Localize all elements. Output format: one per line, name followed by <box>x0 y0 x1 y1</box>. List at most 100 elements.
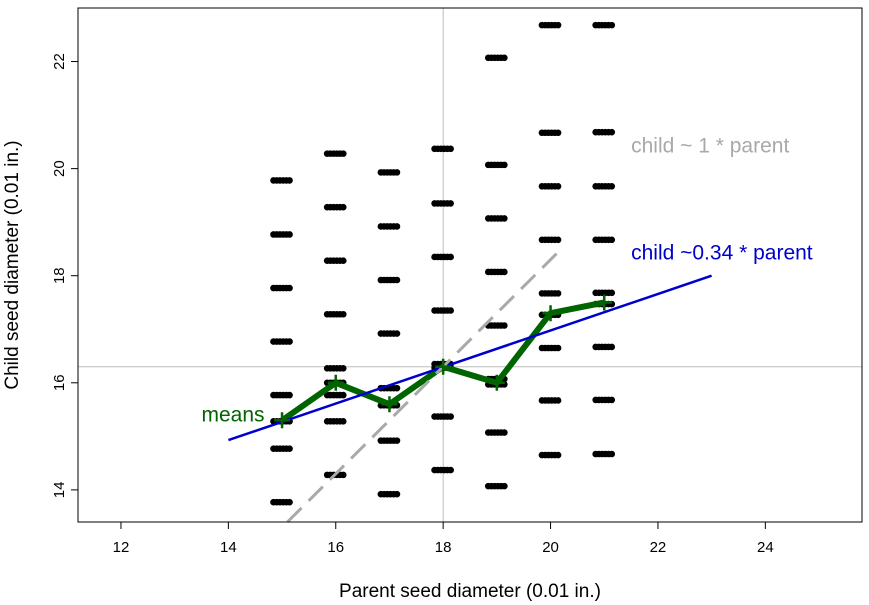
data-point <box>286 338 293 345</box>
y-tick-label: 20 <box>51 160 68 177</box>
data-point <box>286 498 293 506</box>
data-point-cluster <box>323 203 347 211</box>
mean-marker <box>381 396 398 413</box>
data-point-cluster <box>323 391 347 399</box>
data-point <box>339 471 347 479</box>
data-point-cluster <box>431 200 454 207</box>
data-point-cluster <box>377 223 401 230</box>
data-point <box>608 343 616 351</box>
data-point-cluster <box>538 21 562 29</box>
data-point <box>554 451 562 459</box>
data-point <box>608 396 616 404</box>
data-point <box>608 128 616 136</box>
data-point-cluster <box>270 338 293 345</box>
data-point <box>501 54 508 62</box>
regression-line <box>227 274 713 442</box>
mean-marker <box>327 374 344 391</box>
data-point-cluster <box>431 253 454 261</box>
mean-marker <box>542 305 559 322</box>
x-tick-label: 16 <box>327 539 344 556</box>
data-point <box>447 145 454 153</box>
data-point-cluster <box>431 145 454 153</box>
reference-lines <box>78 8 862 522</box>
data-point-cluster <box>592 21 616 29</box>
data-point <box>608 236 616 244</box>
data-point <box>554 129 562 137</box>
data-point-cluster <box>377 169 401 176</box>
y-tick-label: 16 <box>51 374 68 391</box>
data-point-cluster <box>592 396 616 404</box>
x-axis-title: Parent seed diameter (0.01 in.) <box>339 581 601 602</box>
data-point-cluster <box>323 310 347 318</box>
mean-marker <box>488 374 505 391</box>
x-tick-label: 14 <box>220 539 237 556</box>
data-point <box>286 284 293 292</box>
data-point-cluster <box>377 330 401 337</box>
x-axis: 12 14 16 18 20 22 24 <box>113 522 774 556</box>
data-point <box>501 429 508 436</box>
data-point-cluster <box>270 177 293 184</box>
data-point-cluster <box>538 290 562 297</box>
data-point <box>447 413 454 420</box>
identity-label: child ~ 1 * parent <box>631 135 789 158</box>
data-point <box>339 365 347 372</box>
data-point <box>447 200 454 207</box>
data-point-cluster <box>538 129 562 137</box>
x-tick-label: 24 <box>757 539 774 556</box>
data-point-cluster <box>592 182 616 190</box>
annotations: means child ~0.34 * parent child ~ 1 * par… <box>202 135 813 427</box>
data-point <box>286 445 293 452</box>
data-point-cluster <box>484 482 508 490</box>
data-point <box>339 418 347 425</box>
data-point-cluster <box>377 437 401 444</box>
identity-line <box>286 247 563 524</box>
data-point-cluster <box>270 445 293 452</box>
data-point-cluster <box>377 490 401 498</box>
data-point <box>501 215 508 222</box>
data-point <box>554 21 562 29</box>
data-point <box>393 437 401 444</box>
data-point <box>501 322 508 329</box>
data-point-cluster <box>323 150 347 157</box>
data-point-cluster <box>538 182 562 190</box>
data-point-cluster <box>484 161 508 169</box>
data-point-cluster <box>270 231 293 238</box>
data-point-cluster <box>270 284 293 292</box>
x-tick-label: 12 <box>113 539 130 556</box>
data-point <box>447 466 454 474</box>
x-tick-label: 18 <box>435 539 452 556</box>
data-point-cluster <box>323 418 347 425</box>
data-point-cluster <box>270 391 293 399</box>
data-point-cluster <box>323 257 347 265</box>
data-point-cluster <box>592 289 616 297</box>
data-point-cluster <box>323 365 347 372</box>
x-tick-label: 20 <box>542 539 559 556</box>
data-point-cluster <box>538 397 562 404</box>
data-point-cluster <box>484 215 508 222</box>
data-point <box>554 397 562 404</box>
mean-markers <box>274 294 613 429</box>
means-label: means <box>202 403 265 426</box>
data-point <box>554 182 562 190</box>
data-point-cluster <box>592 236 616 244</box>
data-point <box>393 330 401 337</box>
data-point-cluster <box>431 466 454 474</box>
data-point <box>286 177 293 184</box>
data-point <box>393 276 401 284</box>
y-tick-label: 22 <box>51 53 68 70</box>
data-point-cluster <box>484 429 508 436</box>
mean-marker <box>274 412 291 429</box>
y-tick-label: 14 <box>51 482 68 499</box>
mean-marker <box>596 294 613 311</box>
data-point <box>608 289 616 297</box>
data-point-cluster <box>538 451 562 459</box>
data-point-cluster <box>592 450 616 458</box>
data-point <box>447 307 454 314</box>
data-point <box>286 231 293 238</box>
data-point <box>447 253 454 261</box>
data-point <box>554 290 562 297</box>
data-point <box>393 384 401 392</box>
data-point-cluster <box>431 307 454 314</box>
